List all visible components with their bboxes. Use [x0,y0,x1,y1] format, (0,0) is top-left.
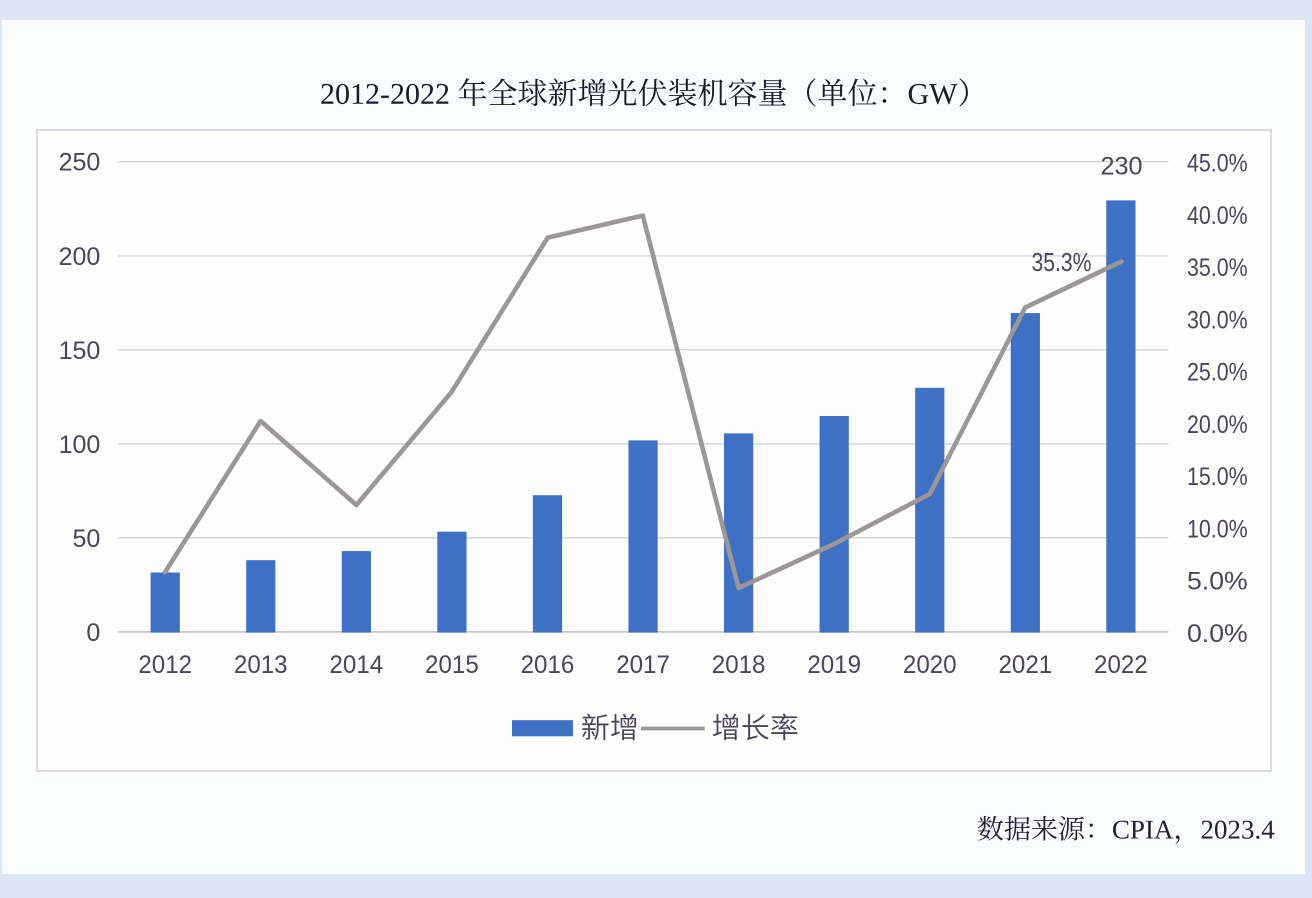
svg-text:2016: 2016 [521,651,575,679]
svg-text:2017: 2017 [616,651,670,679]
svg-text:2012: 2012 [138,651,192,679]
svg-text:100: 100 [59,431,101,459]
svg-text:20.0%: 20.0% [1187,411,1248,439]
svg-text:2013: 2013 [234,651,288,679]
svg-text:50: 50 [72,525,100,553]
svg-text:15.0%: 15.0% [1187,463,1248,491]
svg-text:45.0%: 45.0% [1187,150,1248,178]
svg-text:200: 200 [59,243,101,271]
svg-text:25.0%: 25.0% [1187,359,1248,387]
svg-text:230: 230 [1101,152,1143,180]
svg-text:35.3%: 35.3% [1032,247,1092,277]
svg-text:250: 250 [59,149,101,177]
svg-text:2019: 2019 [807,651,861,679]
svg-text:10.0%: 10.0% [1187,515,1248,543]
svg-text:5.0%: 5.0% [1187,568,1248,596]
svg-text:2020: 2020 [903,651,957,679]
svg-text:2018: 2018 [712,651,766,679]
svg-text:2015: 2015 [425,651,479,679]
svg-text:150: 150 [59,337,101,365]
svg-text:30.0%: 30.0% [1187,306,1248,334]
svg-text:2014: 2014 [329,651,383,679]
svg-text:0: 0 [86,619,100,647]
svg-text:2022: 2022 [1094,651,1148,679]
svg-text:35.0%: 35.0% [1187,254,1248,282]
svg-text:40.0%: 40.0% [1187,202,1248,230]
svg-text:0.0%: 0.0% [1187,620,1248,648]
svg-text:2021: 2021 [998,651,1052,679]
